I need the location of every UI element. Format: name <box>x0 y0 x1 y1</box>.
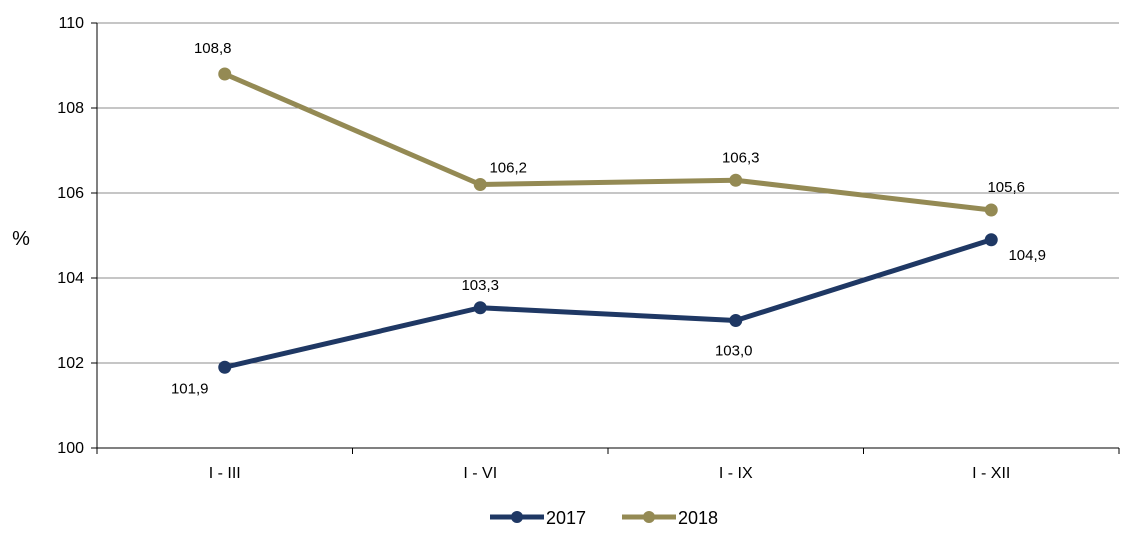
data-point-2018 <box>729 173 743 187</box>
legend: 2017 2018 <box>490 508 718 528</box>
legend-swatch-marker <box>643 511 655 523</box>
legend-label: 2017 <box>546 508 586 528</box>
y-tick-label: 102 <box>57 355 84 372</box>
data-point-2017 <box>473 301 487 315</box>
data-label-2018: 106,2 <box>489 160 527 177</box>
legend-label: 2018 <box>678 508 718 528</box>
data-label-2018: 105,6 <box>987 179 1025 196</box>
grid-layer <box>97 22 1119 364</box>
series-line-2018 <box>223 71 992 213</box>
y-tick-label: 110 <box>58 15 84 32</box>
series-line-2017 <box>224 237 993 370</box>
x-tick-label: I - VI <box>463 465 497 482</box>
data-point-2018 <box>984 203 998 217</box>
x-tick-label: I - IX <box>719 465 753 482</box>
data-label-2017: 101,9 <box>171 380 209 397</box>
data-point-2017 <box>984 233 998 247</box>
data-label-2017: 104,9 <box>1008 247 1046 264</box>
y-tick-label: 104 <box>57 270 84 287</box>
y-axis-title: % <box>12 228 30 250</box>
data-point-2018 <box>473 178 487 191</box>
data-label-2017: 103,0 <box>715 343 753 360</box>
y-tick-label: 106 <box>57 185 84 202</box>
data-point-2018 <box>218 67 232 81</box>
data-label-2018: 106,3 <box>722 149 760 166</box>
data-label-2017: 103,3 <box>461 277 499 294</box>
series-layer <box>218 67 998 374</box>
y-tick-label: 108 <box>57 100 84 117</box>
y-tick-label: 100 <box>57 440 84 457</box>
data-label-layer: 101,9 103,3 103,0 104,9 108,8 106,2 106,3 105,6 <box>171 40 1046 397</box>
axis-layer: 100 102 104 106 108 110 I - III I - VI I - IX I -… <box>57 15 1120 482</box>
data-label-2018: 108,8 <box>194 40 232 57</box>
x-tick-label: I - XII <box>972 465 1010 482</box>
data-point-2017 <box>218 360 232 374</box>
legend-swatch-marker <box>511 511 523 523</box>
data-point-2017 <box>729 314 743 327</box>
x-tick-label: I - III <box>209 465 241 482</box>
